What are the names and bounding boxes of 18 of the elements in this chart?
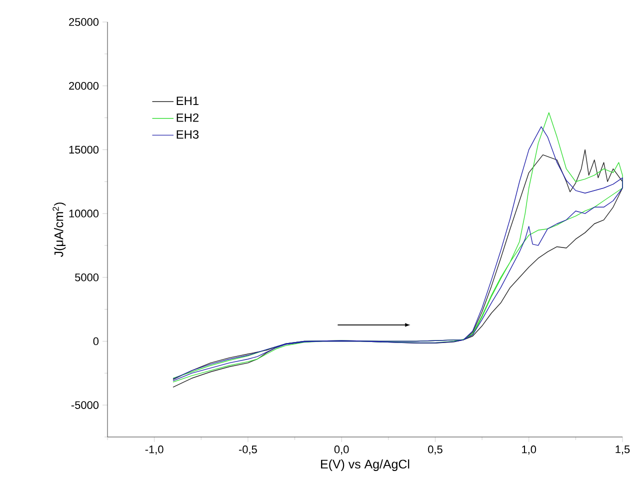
x-tick-label: -1,0: [145, 446, 164, 455]
y-tick-label: 20000: [69, 82, 99, 90]
legend-label: EH1: [176, 96, 199, 105]
y-tick-label: 0: [93, 337, 99, 346]
x-tick-label: 1,0: [522, 446, 536, 455]
x-tick-label: -0,5: [239, 446, 257, 455]
y-tick-label: 25000: [69, 18, 99, 26]
x-axis-title: E(V) vs Ag/AgCl: [321, 459, 410, 472]
legend-label: EH3: [176, 130, 199, 139]
y-tick-label: -5000: [71, 401, 99, 409]
x-tick-label: 0,0: [334, 446, 349, 455]
y-axis-title: J(μA/cm$^{2}$): [52, 202, 66, 258]
y-tick-label: 15000: [69, 146, 99, 154]
y-tick-label: 10000: [69, 210, 99, 218]
x-tick-label: 0,5: [428, 446, 442, 455]
legend-label: EH2: [176, 113, 198, 122]
x-tick-label: 1,5: [616, 446, 630, 454]
y-tick-label: 5000: [75, 274, 99, 282]
